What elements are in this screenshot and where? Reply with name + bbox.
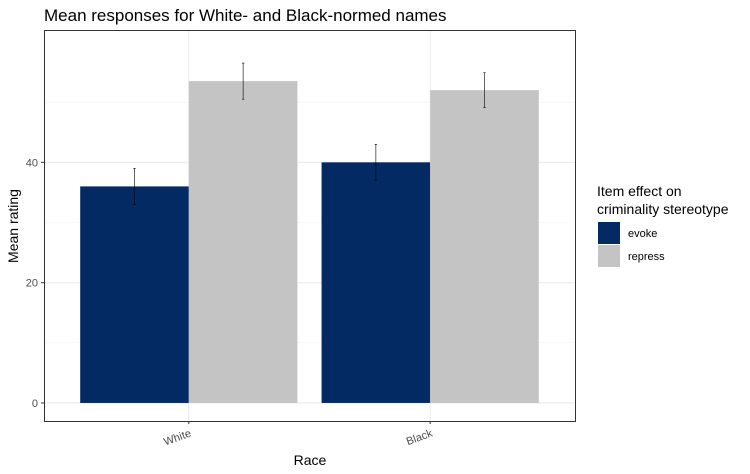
y-tick-label: 40 <box>26 157 38 169</box>
chart-title: Mean responses for White- and Black-norm… <box>44 6 447 25</box>
bar-repress-black <box>430 90 539 403</box>
error-bar-evoke-black <box>374 143 378 181</box>
legend-label-evoke: evoke <box>628 228 657 240</box>
legend-title: Item effect on criminality stereotype <box>597 183 729 217</box>
legend-key-repress <box>598 245 620 267</box>
plot-panel <box>44 30 576 422</box>
error-bar-evoke-white <box>133 168 136 205</box>
bar-evoke-black <box>321 162 431 403</box>
legend: Item effect on criminality stereotype ev… <box>597 183 729 267</box>
bar-evoke-white <box>80 186 189 403</box>
y-tick-label: 0 <box>32 398 38 410</box>
y-axis: 0 20 40 <box>26 157 44 410</box>
legend-label-repress: repress <box>628 251 665 263</box>
legend-key-evoke <box>598 222 620 244</box>
bar-repress-white <box>188 81 298 403</box>
panel-border <box>44 30 576 422</box>
legend-title-line-1: Item effect on <box>597 183 682 199</box>
x-axis-title: Race <box>294 452 327 468</box>
y-tick-label: 20 <box>26 278 38 290</box>
error-bar-repress-white <box>241 62 245 100</box>
y-axis-title: Mean rating <box>5 189 21 263</box>
x-tick-label: White <box>162 428 193 449</box>
x-tick-label: Black <box>405 427 435 448</box>
legend-title-line-2: criminality stereotype <box>597 201 729 217</box>
error-bar-repress-black <box>483 72 486 108</box>
legend-items: evoke repress <box>598 222 665 267</box>
bars-layer <box>80 81 539 403</box>
x-axis: White Black <box>162 421 435 449</box>
error-bars-layer <box>133 62 486 205</box>
